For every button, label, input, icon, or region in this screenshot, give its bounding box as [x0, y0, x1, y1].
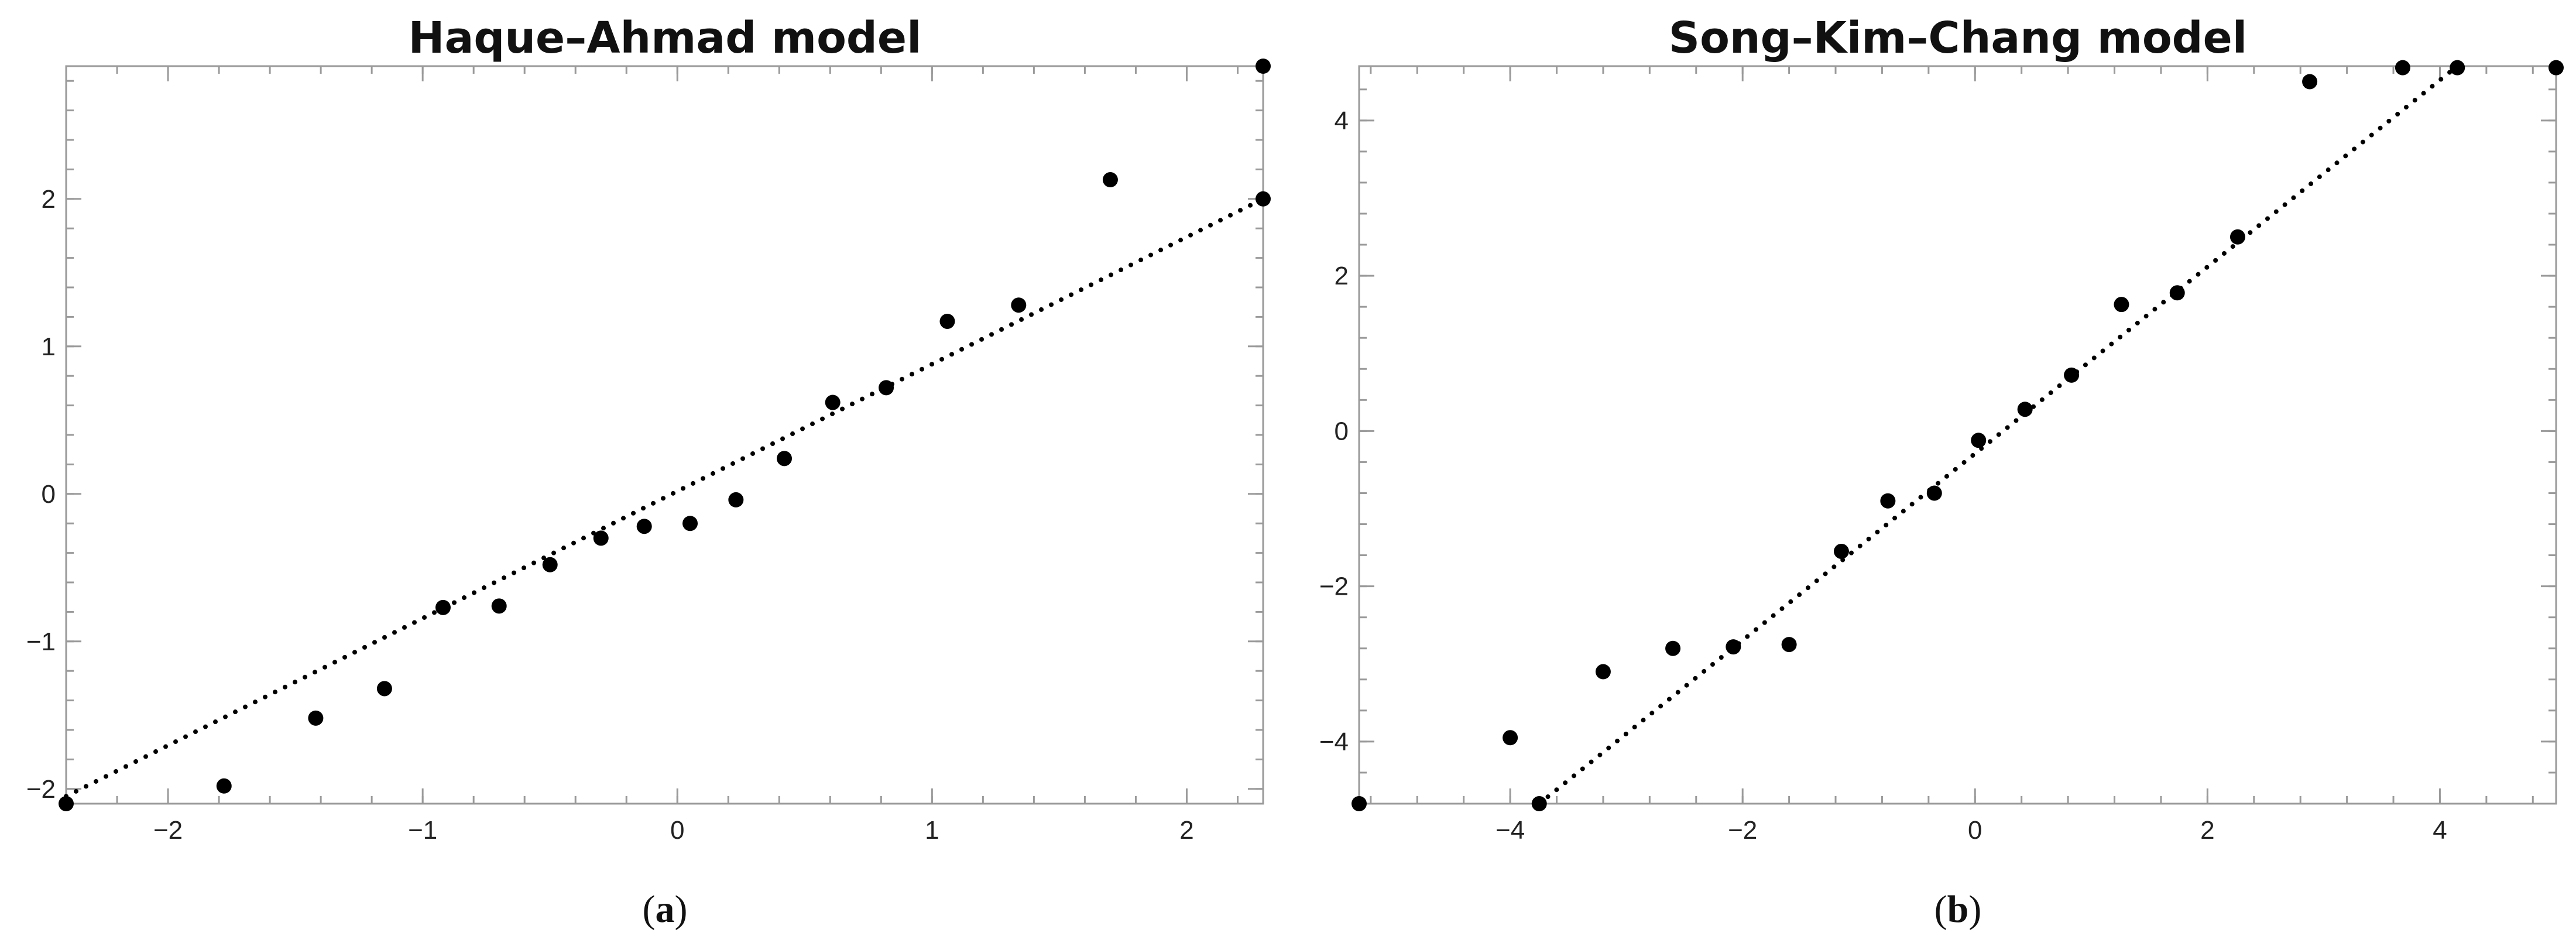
data-point [542, 557, 558, 572]
data-point [435, 599, 451, 615]
panel-caption: (a) [643, 888, 688, 931]
data-point [825, 395, 841, 410]
data-point [216, 778, 232, 794]
y-tick-label: −2 [26, 775, 56, 804]
data-point [728, 492, 744, 507]
x-tick-label: 4 [2433, 816, 2447, 845]
data-point [1926, 485, 1942, 501]
plot-frame [65, 65, 1264, 805]
data-point [1531, 796, 1547, 811]
x-tick-label: −4 [1495, 816, 1525, 845]
data-point [2395, 60, 2410, 76]
data-point [1781, 637, 1797, 653]
data-point [682, 516, 698, 531]
data-points [1352, 60, 2564, 811]
data-point [1665, 640, 1681, 656]
y-tick-label: 2 [42, 185, 56, 214]
data-point [2017, 402, 2033, 417]
y-tick-label: 2 [1335, 262, 1349, 290]
plot-frame [1358, 65, 2557, 805]
data-point [1256, 59, 1271, 74]
data-points [59, 59, 1271, 811]
y-tick-label: 0 [1335, 417, 1349, 445]
data-point [376, 681, 392, 697]
data-point [2548, 60, 2564, 76]
x-tick-label: 0 [1968, 816, 1982, 845]
data-point [1503, 730, 1518, 746]
x-tick-label: −2 [153, 816, 183, 845]
panel-song-kim-chang: Song–Kim–Chang model −4 −2 0 2 4 −4 −2 0 2 4 (b) [1319, 13, 2564, 931]
data-point [777, 451, 792, 467]
data-point [491, 598, 507, 614]
y-tick-label: 0 [42, 480, 56, 509]
data-point [2064, 367, 2080, 383]
data-point [1352, 796, 1367, 811]
chart-title: Song–Kim–Chang model [1669, 13, 2247, 63]
data-point [1256, 191, 1271, 207]
x-tick-label: 2 [1179, 816, 1193, 845]
x-tick-label: −2 [1728, 816, 1757, 845]
axis-ticks [1359, 66, 2556, 804]
panel-haque-ahmad: Haque–Ahmad model −2 −1 0 1 2 −2 −1 0 1 2 (a) [26, 13, 1271, 931]
x-tick-label: −1 [408, 816, 437, 845]
data-point [2450, 60, 2465, 76]
data-point [308, 710, 324, 726]
data-point [1102, 172, 1118, 188]
chart-title: Haque–Ahmad model [409, 13, 922, 63]
panel-caption-letter: b [1947, 888, 1969, 931]
y-tick-label: −4 [1319, 728, 1349, 756]
data-point [939, 313, 955, 329]
data-point [593, 530, 609, 546]
data-point [2229, 229, 2245, 245]
reference-line [1536, 64, 2460, 806]
data-point [636, 519, 652, 534]
y-tick-label: −1 [26, 627, 56, 656]
axis-tick-labels: −4 −2 0 2 4 −4 −2 0 2 4 [1319, 107, 2447, 845]
data-point [2302, 74, 2318, 90]
x-tick-label: 2 [2200, 816, 2214, 845]
x-tick-label: 1 [925, 816, 939, 845]
panel-caption-letter: a [656, 888, 675, 931]
data-point [1880, 493, 1896, 509]
panel-caption: (b) [1934, 888, 1982, 931]
axis-tick-labels: −2 −1 0 1 2 −2 −1 0 1 2 [26, 185, 1194, 845]
y-tick-label: 4 [1335, 107, 1349, 135]
data-point [2169, 285, 2185, 301]
reference-line [64, 196, 1265, 799]
data-point [2114, 297, 2129, 313]
data-point [1595, 664, 1611, 680]
data-point [1833, 543, 1849, 559]
x-tick-label: 0 [670, 816, 684, 845]
data-point [1011, 297, 1027, 313]
axis-ticks [66, 66, 1263, 804]
y-tick-label: 1 [42, 332, 56, 361]
data-point [1726, 639, 1741, 655]
data-point [1971, 433, 1987, 448]
y-tick-label: −2 [1319, 572, 1349, 601]
data-point [879, 380, 894, 396]
data-point [59, 796, 74, 811]
